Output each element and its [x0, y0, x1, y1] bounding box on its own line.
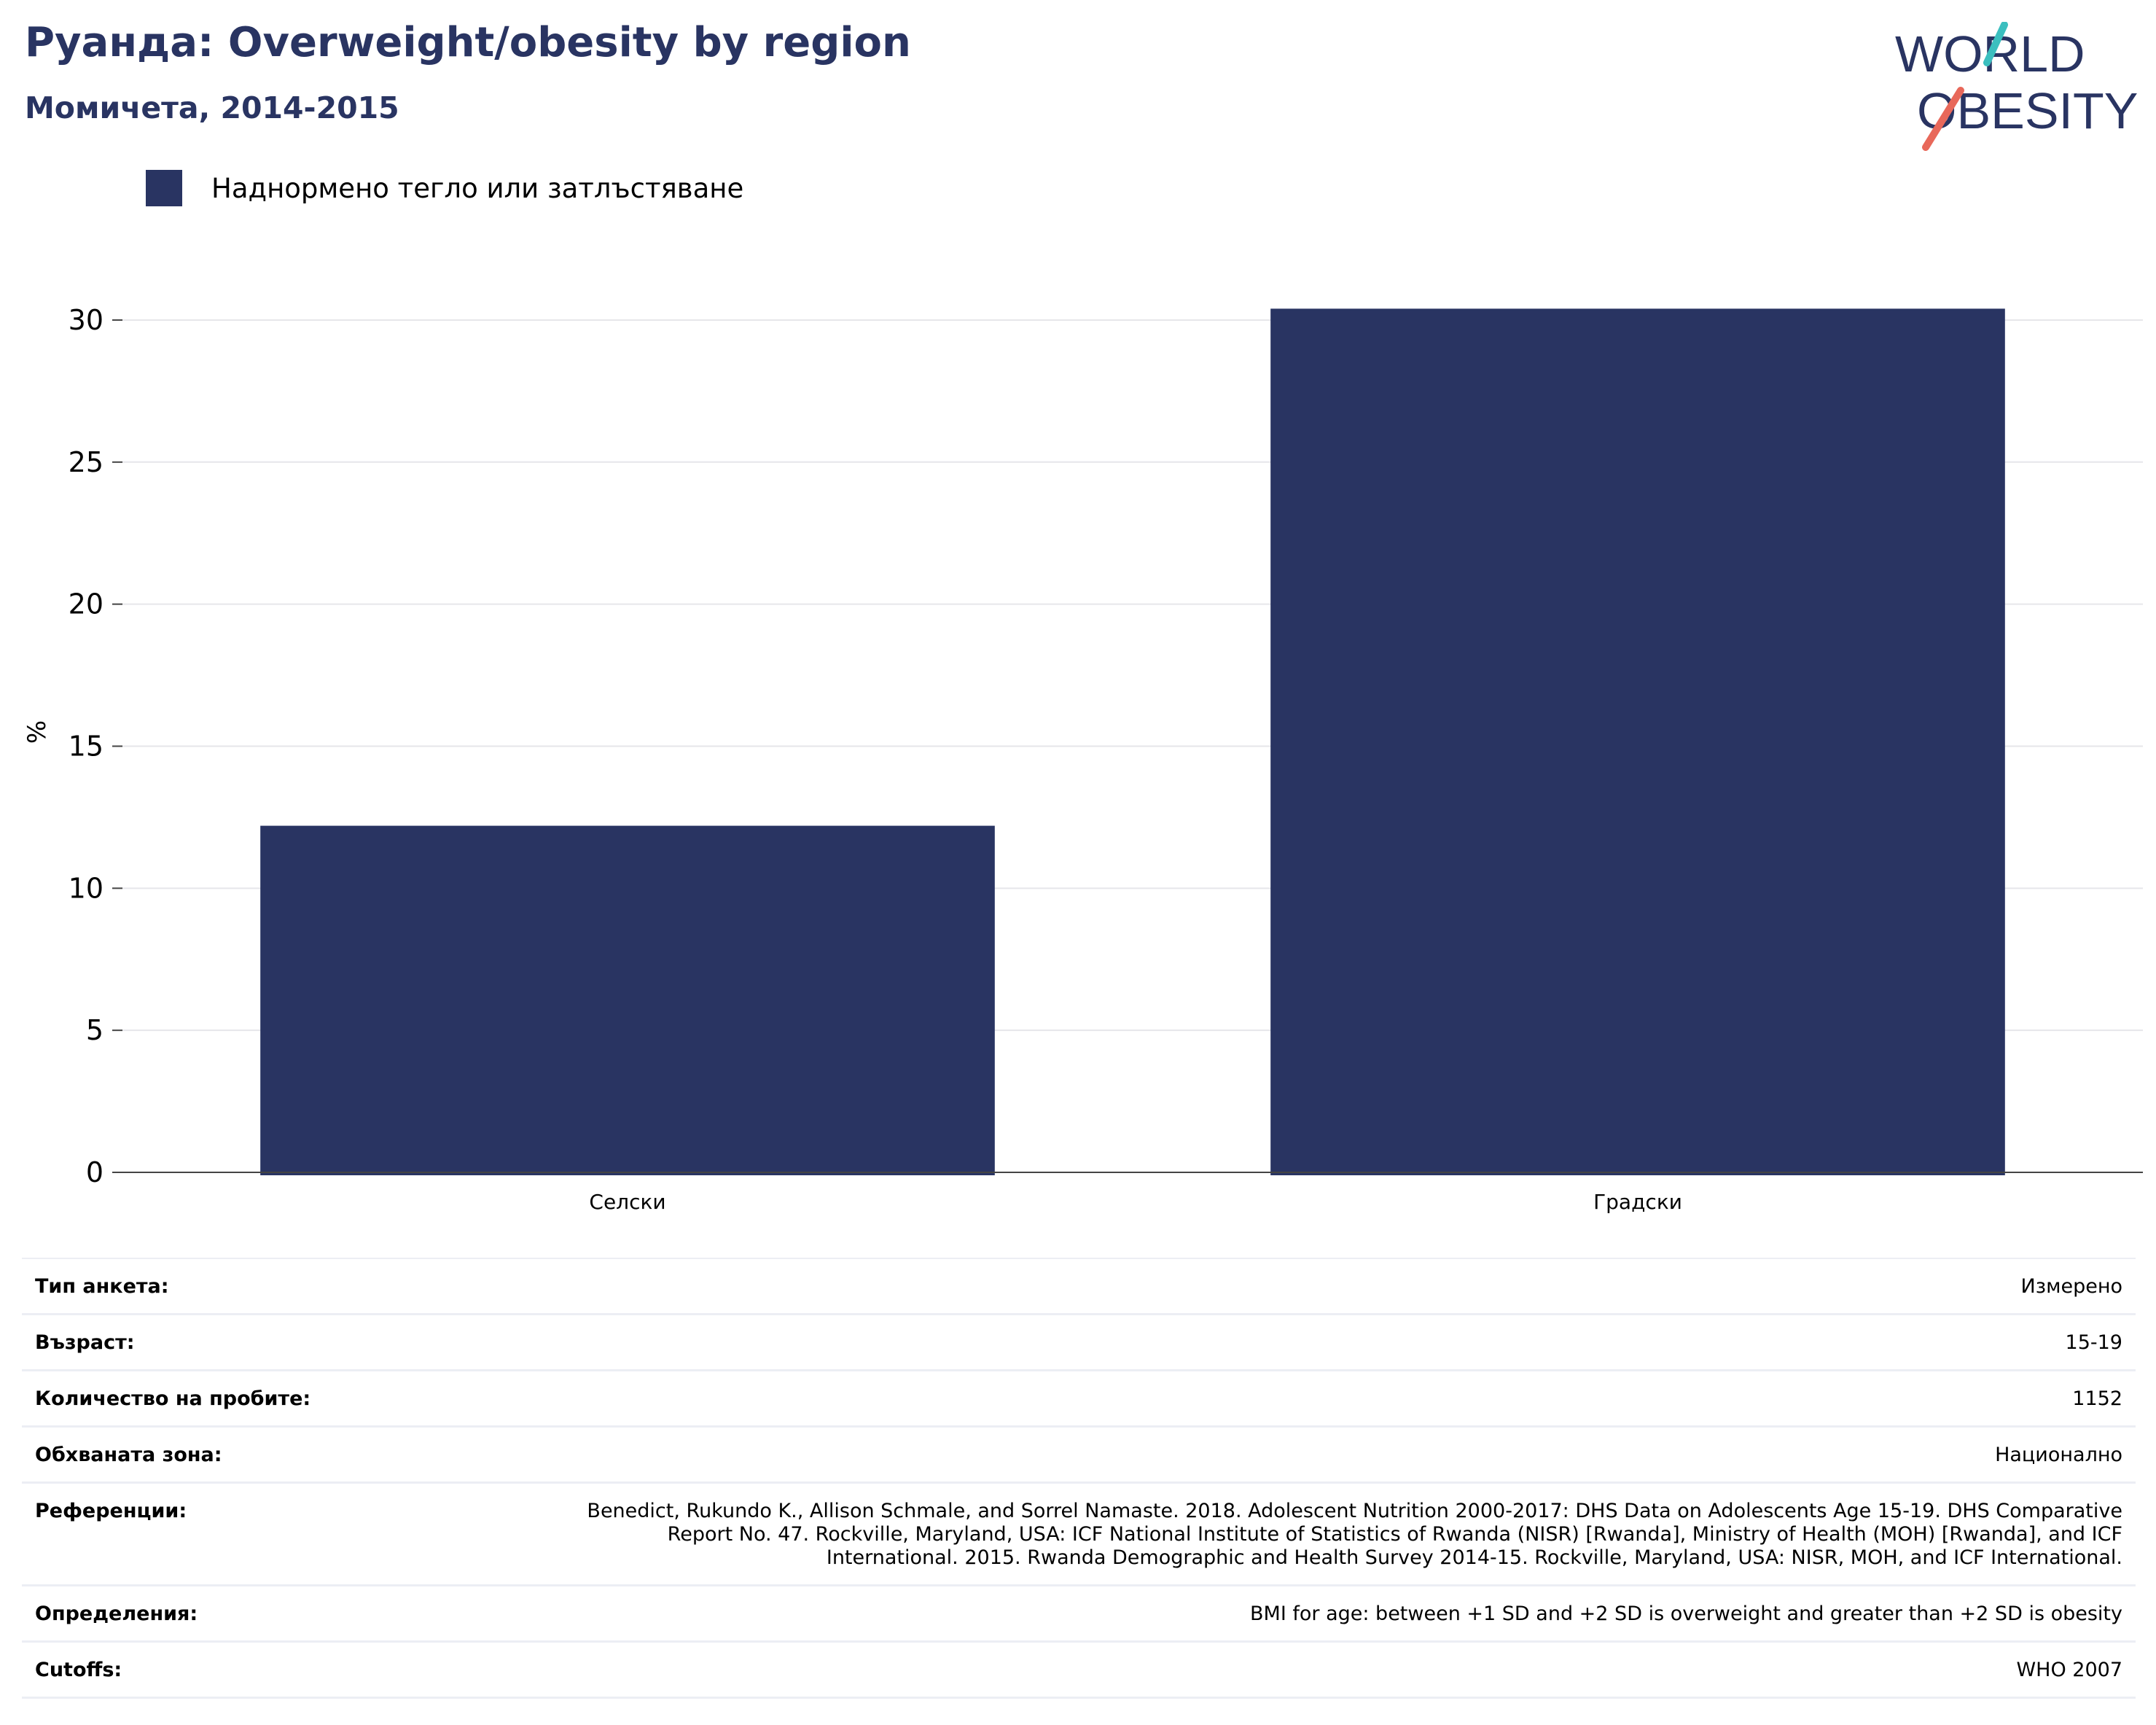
bar[interactable] — [260, 825, 995, 1175]
info-row: Определения: BMI for age: between +1 SD a… — [22, 1586, 2136, 1643]
y-tick-label: 15 — [69, 730, 103, 762]
y-tick-label: 5 — [86, 1014, 103, 1046]
bar[interactable] — [1270, 308, 2005, 1176]
bars — [260, 308, 2005, 1176]
logo-red-slash — [1922, 87, 1964, 151]
info-row: Количество на пробите: 1152 — [22, 1371, 2136, 1428]
info-row: Възраст: 15-19 — [22, 1315, 2136, 1371]
page-subtitle: Момичета, 2014-2015 — [25, 90, 399, 125]
legend-swatch — [146, 170, 182, 206]
info-label: Количество на пробите: — [35, 1387, 311, 1410]
info-value: Измерено — [2020, 1275, 2122, 1298]
x-tick-labels: Селски Градски — [589, 1190, 1682, 1214]
logo-teal-slash — [1983, 22, 2008, 66]
y-tick-label: 10 — [69, 872, 103, 904]
y-axis-label: % — [23, 720, 52, 744]
info-row: Обхваната зона: Национално — [22, 1428, 2136, 1484]
info-table: Тип анкета: Измерено Възраст: 15-19 Количест… — [22, 1258, 2136, 1699]
info-value: Benedict, Rukundo K., Allison Schmale, a… — [587, 1500, 2122, 1569]
info-label: Възраст: — [35, 1331, 135, 1354]
bar-chart-canvas: 0 5 10 15 20 25 30 Селски Градски % — [23, 304, 2143, 1214]
legend-label: Наднормено тегло или затлъстяване — [211, 172, 744, 204]
info-label: Тип анкета: — [35, 1275, 169, 1298]
page-title: Руанда: Overweight/obesity by region — [25, 19, 911, 66]
info-label: Определения: — [35, 1603, 198, 1625]
info-row: Тип анкета: Измерено — [22, 1259, 2136, 1315]
x-tick-label: Градски — [1593, 1190, 1682, 1214]
info-value: BMI for age: between +1 SD and +2 SD is … — [1250, 1603, 2122, 1625]
y-tick-label: 25 — [69, 446, 103, 478]
y-tick-label: 0 — [86, 1156, 103, 1188]
info-value: 1152 — [2072, 1387, 2122, 1410]
chart-legend: Наднормено тегло или затлъстяване — [146, 169, 743, 207]
info-label: Референции: — [35, 1500, 187, 1522]
info-value: WHO 2007 — [2016, 1659, 2122, 1681]
info-row: Референции: Benedict, Rukundo K., Allison… — [22, 1484, 2136, 1586]
x-tick-label: Селски — [589, 1190, 665, 1214]
y-tick-label: 20 — [69, 588, 103, 620]
info-row: Cutoffs: WHO 2007 — [22, 1643, 2136, 1699]
y-tick-labels: 0 5 10 15 20 25 30 — [69, 304, 122, 1188]
world-obesity-logo: WORLD OBESITY — [1895, 22, 2143, 153]
info-label: Обхваната зона: — [35, 1444, 222, 1466]
info-label: Cutoffs: — [35, 1659, 122, 1681]
world-obesity-logo-graphic: WORLD OBESITY — [1895, 22, 2138, 151]
info-value: 15-19 — [2065, 1331, 2122, 1354]
info-value: Национално — [1995, 1444, 2122, 1466]
bar-chart: 0 5 10 15 20 25 30 Селски Градски % — [0, 277, 2156, 1225]
logo-line-2: OBESITY — [1917, 82, 2138, 139]
y-tick-label: 30 — [69, 304, 103, 336]
